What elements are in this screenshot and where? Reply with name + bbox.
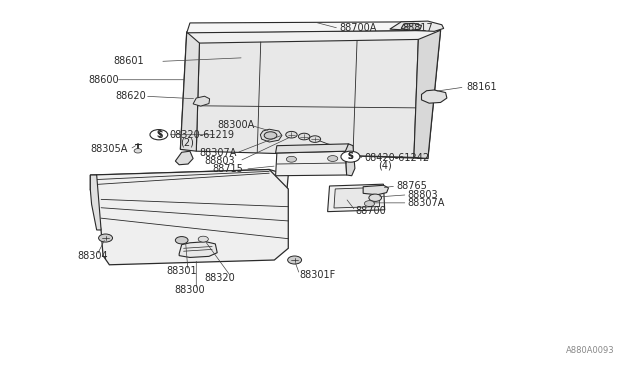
Polygon shape <box>401 23 422 30</box>
Text: 88715: 88715 <box>212 164 243 174</box>
Polygon shape <box>180 32 200 151</box>
Circle shape <box>328 155 338 161</box>
Text: 88305A: 88305A <box>90 144 128 154</box>
Text: 88803: 88803 <box>408 190 438 200</box>
Polygon shape <box>175 151 193 165</box>
Polygon shape <box>276 151 347 176</box>
Polygon shape <box>363 185 388 195</box>
Text: 88304: 88304 <box>77 251 108 261</box>
Text: 88161: 88161 <box>466 82 497 92</box>
Text: S: S <box>156 130 161 139</box>
Polygon shape <box>260 129 282 142</box>
Circle shape <box>175 237 188 244</box>
Text: 88301F: 88301F <box>300 270 336 280</box>
Circle shape <box>150 129 168 140</box>
Circle shape <box>198 236 209 242</box>
Text: A880A0093: A880A0093 <box>566 346 615 355</box>
Text: 88700: 88700 <box>356 206 387 216</box>
Polygon shape <box>90 175 101 230</box>
Circle shape <box>298 133 310 140</box>
Polygon shape <box>414 30 440 158</box>
Text: 88765: 88765 <box>396 181 427 191</box>
Circle shape <box>369 194 381 201</box>
Polygon shape <box>328 184 385 212</box>
Circle shape <box>287 256 301 264</box>
Text: (4): (4) <box>378 160 392 170</box>
Text: 88301: 88301 <box>166 266 197 276</box>
Text: 08320-61219: 08320-61219 <box>169 131 234 141</box>
Text: 88817: 88817 <box>403 23 433 33</box>
Circle shape <box>285 131 297 138</box>
Polygon shape <box>422 90 447 103</box>
Circle shape <box>264 132 277 139</box>
Text: 88307A: 88307A <box>408 198 445 208</box>
Polygon shape <box>90 170 288 265</box>
Text: 88700A: 88700A <box>339 23 376 33</box>
Text: 88307A: 88307A <box>200 148 237 158</box>
Polygon shape <box>179 242 217 257</box>
Circle shape <box>286 156 296 162</box>
Text: S: S <box>348 152 353 161</box>
Circle shape <box>134 149 141 153</box>
Polygon shape <box>187 22 440 33</box>
Text: 08420-61242: 08420-61242 <box>364 153 429 163</box>
Polygon shape <box>180 30 440 158</box>
Polygon shape <box>346 144 355 176</box>
Polygon shape <box>276 144 349 153</box>
Text: S: S <box>157 131 163 140</box>
Text: 88601: 88601 <box>114 57 145 67</box>
Text: 88600: 88600 <box>88 75 119 85</box>
Polygon shape <box>90 170 288 195</box>
Polygon shape <box>193 96 210 106</box>
Polygon shape <box>334 187 380 208</box>
Polygon shape <box>196 39 419 157</box>
Circle shape <box>341 151 360 162</box>
Text: (2): (2) <box>180 138 195 148</box>
Text: 88803: 88803 <box>205 156 235 166</box>
Text: 88620: 88620 <box>116 91 147 101</box>
Text: 88320: 88320 <box>205 273 236 283</box>
Polygon shape <box>390 21 444 31</box>
Text: 88300: 88300 <box>174 285 205 295</box>
Text: 88300A: 88300A <box>217 120 255 130</box>
Circle shape <box>309 136 321 142</box>
Circle shape <box>364 201 374 206</box>
Circle shape <box>99 234 113 242</box>
Text: S: S <box>348 152 353 161</box>
